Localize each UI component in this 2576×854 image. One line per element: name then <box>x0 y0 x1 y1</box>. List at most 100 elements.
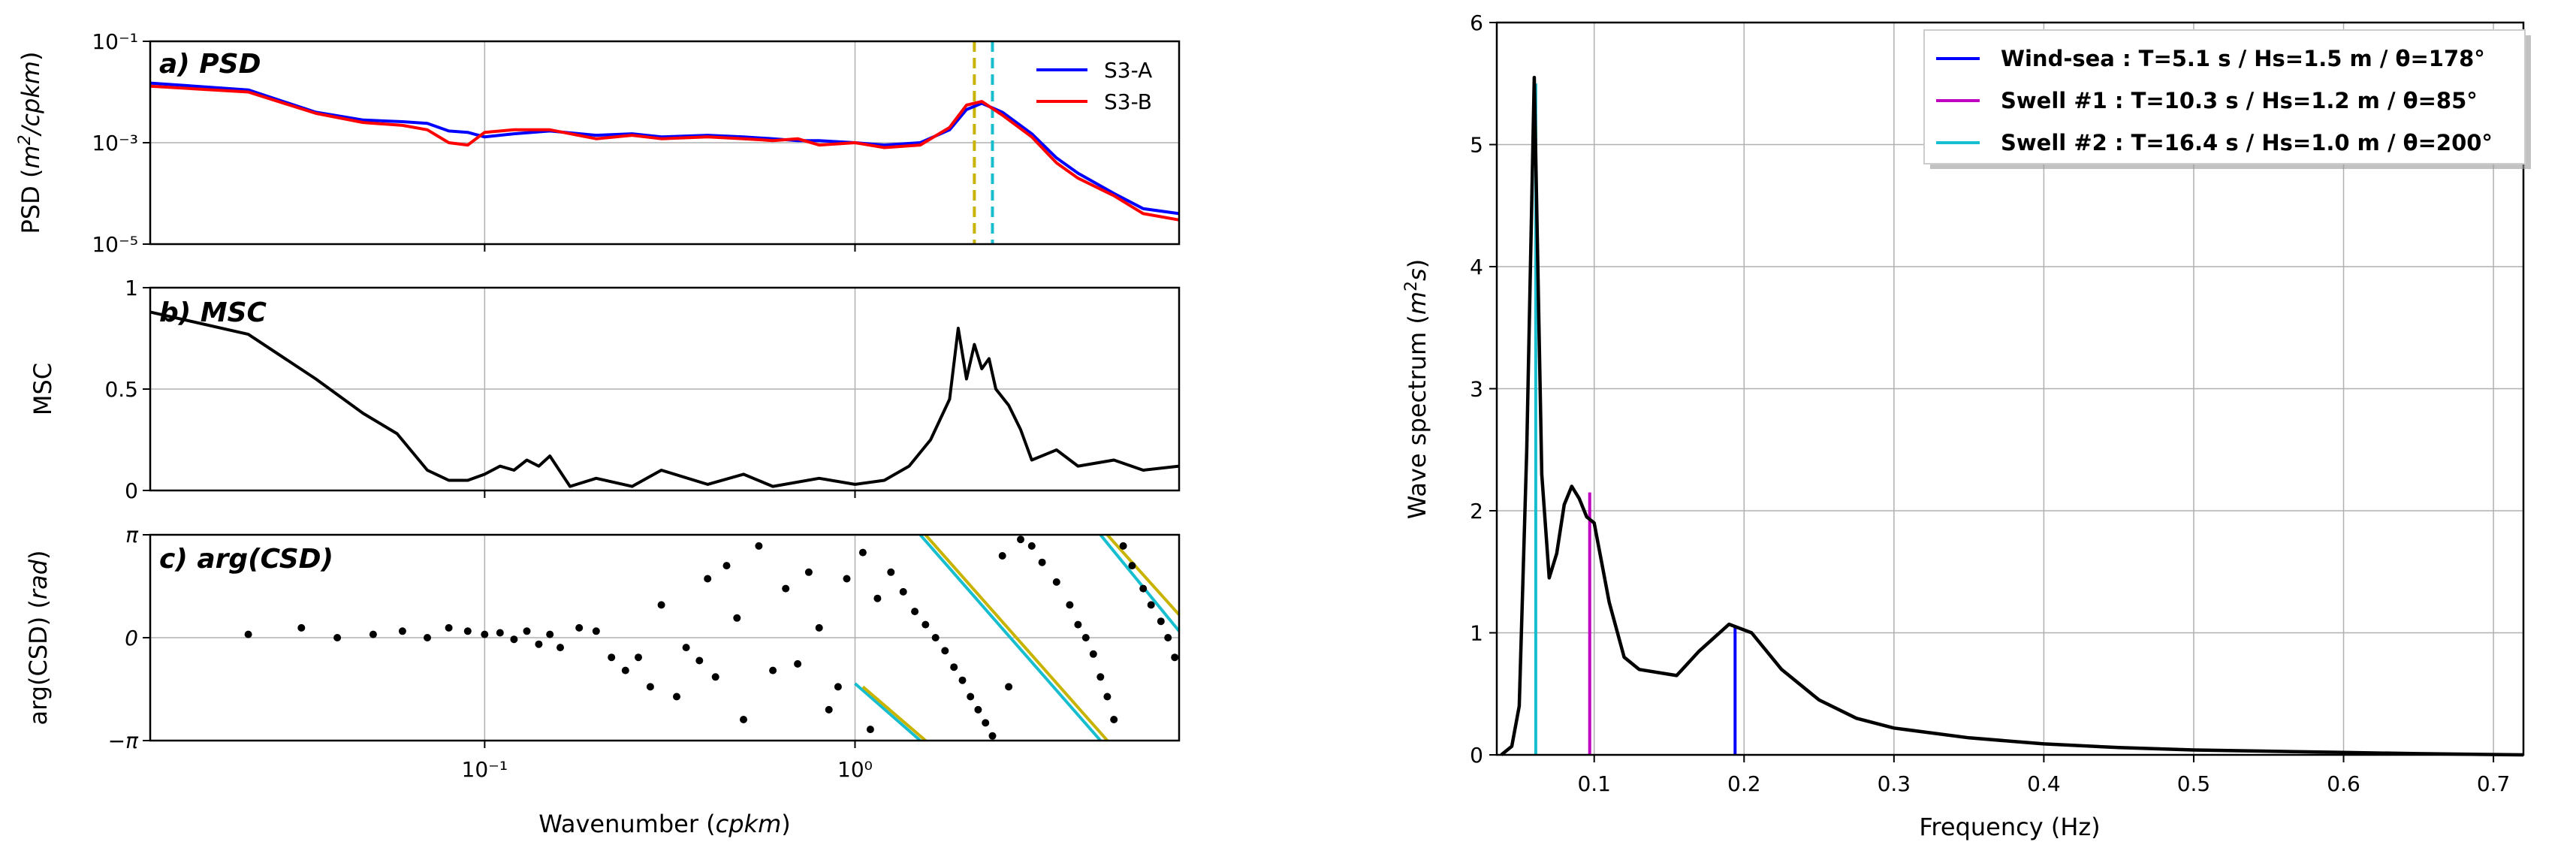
scatter-point <box>1164 634 1172 641</box>
legend-label-s3a: S3-A <box>1104 58 1152 83</box>
scatter-point <box>463 627 472 635</box>
msc-y-axis-label: MSC <box>29 363 57 415</box>
csd-panel-title: c) arg(CSD) <box>159 544 333 575</box>
scatter-point <box>481 630 489 638</box>
scatter-point <box>1096 673 1105 681</box>
scatter-point <box>1110 716 1118 723</box>
scatter-point <box>1038 558 1046 566</box>
scatter-point <box>1147 601 1155 609</box>
psd-y-axis-label: PSD (m2/cpkm) <box>16 52 45 234</box>
scatter-point <box>1074 620 1082 629</box>
legend-label-s3b: S3-B <box>1104 89 1152 114</box>
y-tick-label: 4 <box>1470 255 1483 279</box>
legend-label-swell-1: Swell #1 : T=10.3 s / Hs=1.2 m / θ=85° <box>2001 88 2478 113</box>
model-curve-4 <box>1099 533 1181 632</box>
y-tick-label: 1 <box>1470 621 1483 646</box>
scatter-point <box>982 719 990 727</box>
scatter-point <box>1005 683 1013 691</box>
msc-panel: 0 0.5 1 b) MSC MSC <box>29 276 1181 503</box>
scatter-point <box>1171 653 1179 662</box>
scatter-point <box>815 623 823 632</box>
scatter-point <box>941 647 949 655</box>
scatter-point <box>575 623 584 632</box>
scatter-point <box>782 584 790 593</box>
scatter-point <box>988 732 997 740</box>
scatter-point <box>858 548 867 557</box>
y-tick-label: 3 <box>1470 377 1483 402</box>
x-tick-label: 0.4 <box>2027 771 2061 796</box>
scatter-point <box>950 663 958 671</box>
scatter-point <box>635 653 642 662</box>
scatter-point <box>887 568 895 576</box>
psd-panel-title: a) PSD <box>159 49 261 80</box>
scatter-point <box>297 623 306 632</box>
series-line-s3-a <box>149 81 1180 216</box>
x-tick-label: 0.5 <box>2177 771 2211 796</box>
scatter-point <box>424 634 431 641</box>
model-curve-3 <box>924 533 1109 742</box>
scatter-point <box>834 683 842 691</box>
scatter-point <box>794 659 802 668</box>
scatter-point <box>592 627 600 635</box>
scatter-point <box>974 705 982 714</box>
y-tick-label: 10⁻¹ <box>92 29 138 54</box>
scatter-point <box>733 614 741 622</box>
scatter-point <box>1139 584 1148 593</box>
y-tick-label: 10⁻³ <box>92 131 138 155</box>
scatter-point <box>704 575 712 583</box>
scatter-point <box>546 630 554 638</box>
wave-spectrum-panel: 0.1 0.2 0.3 0.4 0.5 0.6 0.7 0 1 2 3 4 5 6 Frequency … <box>1402 11 2531 841</box>
model-curve-0 <box>854 682 922 742</box>
scatter-point <box>535 640 543 648</box>
y-tick-label: 0.5 <box>104 377 138 402</box>
scatter-point <box>755 542 763 550</box>
scatter-point <box>958 676 967 684</box>
scatter-point <box>740 716 747 723</box>
model-curve-1 <box>861 685 927 742</box>
series-line-msc <box>149 310 1180 488</box>
scatter-point <box>967 693 975 701</box>
wave-spectrum-line <box>1500 75 2524 757</box>
scatter-point <box>1027 542 1036 550</box>
scatter-point <box>1119 542 1127 550</box>
x-tick-label: 10⁰ <box>837 757 873 782</box>
x-tick-label: 0.7 <box>2477 771 2511 796</box>
scatter-point <box>398 627 406 635</box>
scatter-point <box>369 630 377 638</box>
scatter-point <box>1103 693 1112 701</box>
y-tick-label: 0 <box>125 626 138 650</box>
psd-panel: 10⁻⁵ 10⁻³ 10⁻¹ a) PSD PSD (m2/cpkm) S3-A S… <box>16 29 1181 257</box>
x-tick-label: 0.3 <box>1878 771 1911 796</box>
scatter-point <box>1017 536 1024 544</box>
legend-label-swell-2: Swell #2 : T=16.4 s / Hs=1.0 m / θ=200° <box>2001 130 2493 155</box>
scatter-point <box>1128 562 1136 570</box>
scatter-point <box>657 601 665 609</box>
scatter-point <box>922 620 930 629</box>
scatter-point <box>1089 650 1097 658</box>
scatter-point <box>711 673 719 681</box>
scatter-point <box>1157 617 1165 626</box>
y-tick-label: 5 <box>1470 133 1483 158</box>
scatter-point <box>769 666 777 674</box>
scatter-point <box>866 726 874 734</box>
scatter-point <box>557 644 564 652</box>
csd-y-axis-label: arg(CSD) (rad) <box>24 551 53 726</box>
msc-panel-title: b) MSC <box>159 297 267 328</box>
scatter-point <box>523 627 531 635</box>
scatter-point <box>445 623 453 632</box>
y-tick-label: 0 <box>125 478 138 503</box>
wave-y-axis-label: Wave spectrum (m2s) <box>1402 259 1431 519</box>
legend-frame <box>1923 29 2526 164</box>
series-line-s3-b <box>149 84 1180 222</box>
scatter-point <box>608 653 616 662</box>
y-tick-label: −π <box>108 729 139 753</box>
scatter-point <box>621 666 629 674</box>
scatter-point <box>931 634 940 641</box>
wavenumber-x-axis-label: Wavenumber (cpkm) <box>538 810 790 838</box>
scatter-point <box>804 568 813 576</box>
scatter-point <box>510 635 518 644</box>
csd-panel: 10⁻¹ 10⁰ −π0π c) arg(CSD) arg(CSD) (rad) … <box>24 523 1181 838</box>
y-tick-label: 10⁻⁵ <box>92 232 138 257</box>
scatter-point <box>695 656 704 665</box>
